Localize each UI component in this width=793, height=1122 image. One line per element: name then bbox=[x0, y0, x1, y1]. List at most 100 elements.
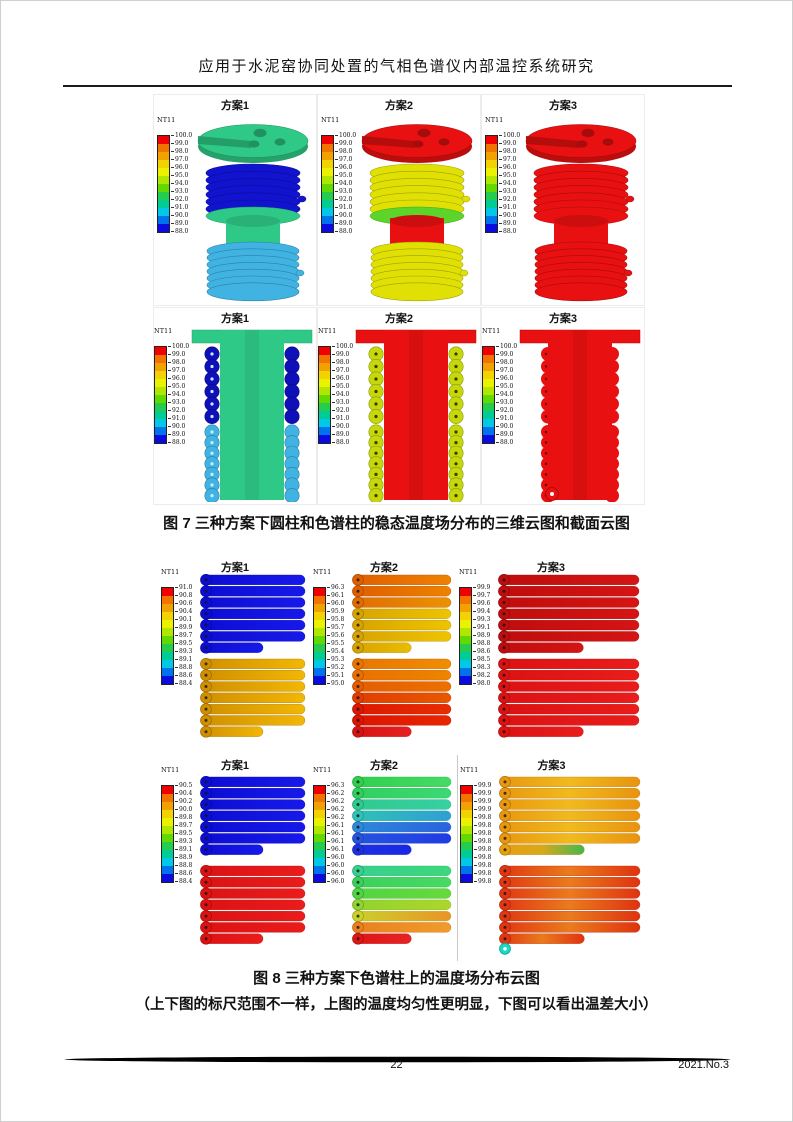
scheme-panel: 方案1 NT11 100.0 99.0 98.0 97.0 96.0 95.0 94.0 93… bbox=[153, 307, 317, 505]
colorbar-tick: 95.0 bbox=[499, 172, 516, 179]
colorbar-tick: 97.0 bbox=[496, 367, 513, 374]
colorbar-cell bbox=[155, 427, 166, 435]
colorbar-tick: 99.8 bbox=[474, 838, 491, 845]
figure8-note: （上下图的标尺范围不一样，上图的温度均匀性更明显，下图可以看出温差大小） bbox=[135, 997, 658, 1013]
colorbar-tick: 95.6 bbox=[327, 632, 344, 639]
scheme-panel: 方案3 NT11 99.9 99.9 99.9 99.9 99.8 99.8 99.8 99.… bbox=[457, 755, 645, 961]
colorbar-cell bbox=[162, 810, 173, 818]
colorbar-cell bbox=[460, 612, 471, 620]
colorbar-cell bbox=[322, 216, 333, 224]
colorbar-cell bbox=[461, 786, 472, 794]
legend-title: NT11 bbox=[318, 327, 337, 335]
colorbar-tick: 93.0 bbox=[499, 188, 516, 195]
colorbar-tick: 99.8 bbox=[474, 854, 491, 861]
page-number: 22 bbox=[390, 1059, 403, 1071]
colorbar-tick: 89.3 bbox=[175, 648, 192, 655]
colorbar-tick: 99.8 bbox=[474, 878, 491, 885]
colorbar-cell bbox=[322, 144, 333, 152]
colorbar-cell bbox=[486, 168, 497, 176]
colorbar-tick: 100.0 bbox=[171, 132, 192, 139]
colorbar-cell bbox=[314, 818, 325, 826]
legend-title: NT11 bbox=[459, 568, 478, 576]
colorbar-cell bbox=[460, 636, 471, 644]
colorbar-cell bbox=[322, 224, 333, 232]
figure8-row-1: 方案1 NT11 91.0 90.8 90.6 90.4 90.1 89.9 89.7 89.… bbox=[159, 557, 645, 755]
colorbar-tick: 95.4 bbox=[327, 648, 344, 655]
coil-contour-plot bbox=[498, 574, 640, 738]
colorbar-tick: 96.1 bbox=[327, 846, 344, 853]
colorbar-tick: 89.0 bbox=[171, 220, 188, 227]
figure7-caption: 图 7 三种方案下圆柱和色谱柱的稳态温度场分布的三维云图和截面云图 bbox=[163, 515, 630, 532]
colorbar-cell bbox=[319, 379, 330, 387]
colorbar-cell bbox=[461, 794, 472, 802]
colorbar-cell bbox=[483, 403, 494, 411]
colorbar-cell bbox=[483, 411, 494, 419]
colorbar-cell bbox=[486, 200, 497, 208]
legend-title: NT11 bbox=[482, 327, 501, 335]
scheme-panel: 方案2 NT11 100.0 99.0 98.0 97.0 96.0 95.0 94.0 93… bbox=[317, 94, 481, 306]
colorbar-legend: NT11 100.0 99.0 98.0 97.0 96.0 95.0 94.0 93.0 92… bbox=[482, 327, 524, 446]
colorbar-legend: NT11 99.9 99.7 99.6 99.4 99.3 99.1 98.9 98.8 98.… bbox=[459, 568, 501, 687]
colorbar-legend: NT11 100.0 99.0 98.0 97.0 96.0 95.0 94.0 93.0 92… bbox=[485, 117, 527, 235]
colorbar-legend: NT11 100.0 99.0 98.0 97.0 96.0 95.0 94.0 93.0 92… bbox=[321, 117, 363, 235]
colorbar-cell bbox=[319, 371, 330, 379]
colorbar-tick: 96.2 bbox=[327, 798, 344, 805]
colorbar-tick: 96.2 bbox=[327, 790, 344, 797]
colorbar-tick: 95.3 bbox=[327, 656, 344, 663]
colorbar-tick: 96.0 bbox=[327, 862, 344, 869]
colorbar-tick: 99.8 bbox=[474, 822, 491, 829]
colorbar-tick: 95.0 bbox=[496, 383, 513, 390]
colorbar-cell bbox=[158, 168, 169, 176]
colorbar-cell bbox=[314, 802, 325, 810]
colorbar-tick: 97.0 bbox=[171, 156, 188, 163]
colorbar-cell bbox=[486, 176, 497, 184]
colorbar-cell bbox=[314, 588, 325, 596]
colorbar-tick: 96.0 bbox=[168, 375, 185, 382]
colorbar-cell bbox=[162, 834, 173, 842]
scheme-panel: 方案3 NT11 100.0 99.0 98.0 97.0 96.0 95.0 94.0 93… bbox=[481, 94, 645, 306]
page-header-title: 应用于水泥窑协同处置的气相色谱仪内部温控系统研究 bbox=[198, 59, 595, 75]
colorbar-cell bbox=[162, 596, 173, 604]
colorbar-tick: 97.0 bbox=[168, 367, 185, 374]
colorbar-cell bbox=[461, 874, 472, 882]
colorbar-cell bbox=[486, 192, 497, 200]
colorbar-cell bbox=[322, 184, 333, 192]
colorbar-cell bbox=[322, 176, 333, 184]
colorbar-tick: 90.0 bbox=[496, 423, 513, 430]
colorbar-tick: 95.0 bbox=[327, 680, 344, 687]
colorbar-cell bbox=[483, 387, 494, 395]
colorbar-cell bbox=[319, 347, 330, 355]
colorbar-cell bbox=[319, 419, 330, 427]
colorbar-legend: NT11 100.0 99.0 98.0 97.0 96.0 95.0 94.0 93.0 92… bbox=[157, 117, 199, 235]
legend-title: NT11 bbox=[154, 327, 173, 335]
colorbar-legend: NT11 96.3 96.1 96.0 95.9 95.8 95.7 95.6 95.5 95.… bbox=[313, 569, 355, 687]
colorbar-tick: 95.1 bbox=[327, 672, 344, 679]
colorbar-tick: 88.4 bbox=[175, 680, 192, 687]
colorbar-tick: 89.1 bbox=[175, 656, 192, 663]
colorbar-tick: 98.0 bbox=[171, 148, 188, 155]
colorbar-cell bbox=[483, 371, 494, 379]
colorbar-tick: 92.0 bbox=[168, 407, 185, 414]
colorbar-tick: 88.0 bbox=[171, 228, 188, 235]
colorbar-cell bbox=[460, 644, 471, 652]
colorbar-cell bbox=[461, 850, 472, 858]
colorbar-cell bbox=[319, 355, 330, 363]
colorbar-cell bbox=[461, 842, 472, 850]
scheme-panel: 方案3 NT11 100.0 99.0 98.0 97.0 96.0 95.0 94.0 93… bbox=[481, 307, 645, 505]
colorbar-cell bbox=[158, 216, 169, 224]
colorbar-cell bbox=[314, 628, 325, 636]
colorbar-cell bbox=[162, 826, 173, 834]
colorbar-tick: 89.3 bbox=[175, 838, 192, 845]
colorbar-tick: 99.1 bbox=[473, 624, 490, 631]
colorbar-legend: NT11 100.0 99.0 98.0 97.0 96.0 95.0 94.0 93.0 92… bbox=[154, 327, 196, 446]
colorbar-cell bbox=[314, 858, 325, 866]
colorbar-tick: 98.8 bbox=[473, 640, 490, 647]
colorbar-cell bbox=[460, 604, 471, 612]
colorbar-cell bbox=[461, 834, 472, 842]
colorbar-cell bbox=[322, 192, 333, 200]
colorbar-cell bbox=[314, 612, 325, 620]
colorbar-cell bbox=[158, 192, 169, 200]
colorbar-tick: 90.0 bbox=[335, 212, 352, 219]
colorbar-tick: 98.0 bbox=[332, 359, 349, 366]
colorbar-tick: 99.8 bbox=[474, 870, 491, 877]
